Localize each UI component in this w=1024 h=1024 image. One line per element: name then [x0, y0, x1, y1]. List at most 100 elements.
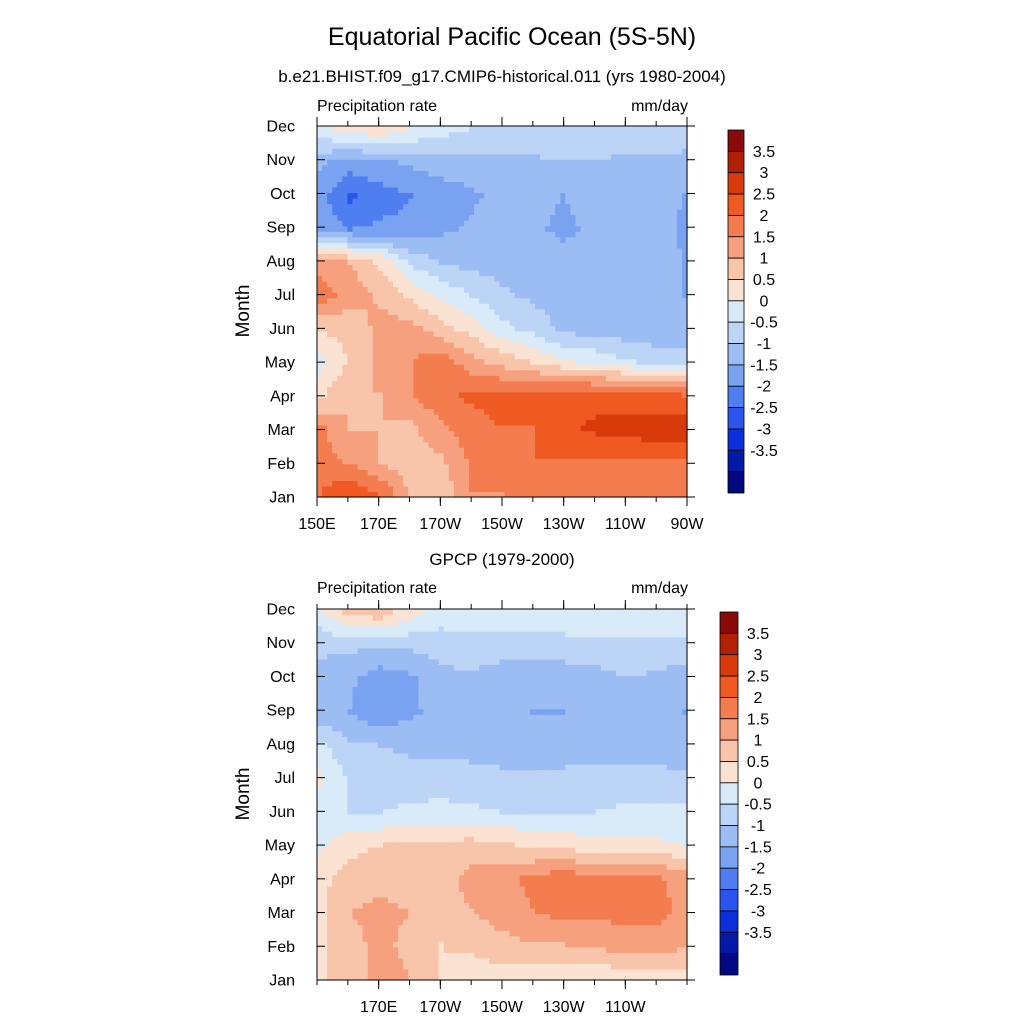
heatmap-cell: [403, 148, 409, 155]
heatmap-cell: [342, 325, 349, 332]
heatmap-cell: [372, 491, 379, 498]
heatmap-cell: [347, 425, 354, 432]
heatmap-cell: [474, 341, 480, 349]
heatmap-cell: [423, 314, 430, 321]
heatmap-cell: [398, 485, 404, 493]
heatmap-cell: [479, 353, 485, 360]
heatmap-cell: [605, 402, 612, 410]
heatmap-cell: [367, 463, 374, 470]
heatmap-cell: [580, 314, 587, 321]
heatmap-cell: [489, 247, 495, 254]
heatmap-cell: [666, 397, 673, 404]
heatmap-cell: [377, 275, 384, 282]
heatmap-cell: [317, 308, 323, 315]
heatmap-cell: [646, 325, 653, 332]
panel-gpcp-variable-label: Precipitation rate: [317, 580, 437, 597]
heatmap-cell: [352, 314, 359, 321]
heatmap-cell: [636, 380, 642, 387]
heatmap-cell: [413, 391, 419, 398]
heatmap-cell: [337, 330, 343, 338]
heatmap-cell: [519, 408, 526, 415]
heatmap-cell: [545, 347, 551, 354]
heatmap-cell: [469, 485, 475, 493]
heatmap-cell: [575, 137, 582, 144]
heatmap-cell: [534, 430, 541, 437]
heatmap-cell: [423, 142, 430, 149]
heatmap-cell: [605, 286, 612, 293]
heatmap-cell: [621, 314, 627, 321]
heatmap-cell: [631, 386, 637, 393]
heatmap-cell: [489, 413, 495, 421]
heatmap-cell: [540, 347, 546, 354]
heatmap-cell: [666, 203, 673, 210]
heatmap-cell: [403, 413, 409, 421]
heatmap-cell: [666, 364, 673, 371]
heatmap-cell: [423, 164, 430, 171]
heatmap-cell: [438, 142, 445, 149]
heatmap-cell: [494, 181, 501, 188]
heatmap-cell: [408, 491, 414, 498]
heatmap-cell: [458, 137, 465, 144]
heatmap-cell: [555, 341, 561, 349]
heatmap-cell: [616, 341, 622, 349]
heatmap-cell: [524, 231, 531, 238]
heatmap-cell: [646, 131, 653, 138]
heatmap-cell: [681, 491, 688, 498]
heatmap-cell: [636, 142, 642, 149]
heatmap-cell: [322, 225, 328, 232]
heatmap-cell: [626, 463, 632, 470]
heatmap-cell: [479, 319, 485, 326]
heatmap-cell: [651, 330, 658, 338]
heatmap-cell: [545, 314, 551, 321]
heatmap-cell: [337, 402, 343, 410]
heatmap-cell: [545, 469, 551, 476]
heatmap-cell: [600, 447, 607, 454]
heatmap-cell: [433, 142, 440, 149]
heatmap-cell: [428, 369, 435, 376]
heatmap-cell: [661, 480, 668, 487]
heatmap-cell: [438, 175, 445, 182]
heatmap-cell: [448, 341, 455, 349]
heatmap-cell: [681, 436, 688, 443]
heatmap-cell: [342, 303, 349, 310]
heatmap-cell: [418, 375, 425, 382]
heatmap-cell: [438, 170, 445, 177]
heatmap-cell: [387, 192, 394, 199]
heatmap-cell: [616, 258, 622, 266]
heatmap-cell: [428, 137, 435, 144]
heatmap-cell: [362, 425, 369, 432]
heatmap-cell: [387, 281, 394, 288]
heatmap-cell: [443, 264, 450, 271]
heatmap-cell: [453, 452, 460, 459]
heatmap-cell: [575, 197, 582, 205]
heatmap-cell: [560, 386, 566, 393]
heatmap-cell: [651, 397, 658, 404]
heatmap-cell: [621, 447, 627, 454]
heatmap-cell: [656, 408, 663, 415]
heatmap-cell: [534, 258, 541, 266]
heatmap-cell: [560, 225, 566, 232]
heatmap-cell: [352, 142, 359, 149]
heatmap-cell: [433, 485, 440, 493]
heatmap-cell: [433, 491, 440, 498]
heatmap-cell: [489, 275, 495, 282]
heatmap-cell: [489, 347, 495, 354]
heatmap-cell: [504, 386, 511, 393]
heatmap-cell: [509, 474, 516, 481]
heatmap-cell: [387, 264, 394, 271]
heatmap-cell: [463, 480, 470, 487]
heatmap-cell: [580, 297, 587, 304]
heatmap-cell: [600, 480, 607, 487]
x-tick-label: 90W: [671, 516, 705, 533]
heatmap-cell: [347, 236, 354, 243]
heatmap-cell: [423, 369, 430, 376]
heatmap-cell: [570, 425, 577, 432]
heatmap-cell: [423, 181, 430, 188]
heatmap-cell: [367, 358, 374, 365]
heatmap-cell: [514, 341, 521, 349]
heatmap-cell: [317, 430, 323, 437]
heatmap-cell: [590, 148, 597, 155]
heatmap-cell: [519, 441, 526, 448]
heatmap-cell: [469, 164, 475, 171]
heatmap-cell: [332, 491, 338, 498]
